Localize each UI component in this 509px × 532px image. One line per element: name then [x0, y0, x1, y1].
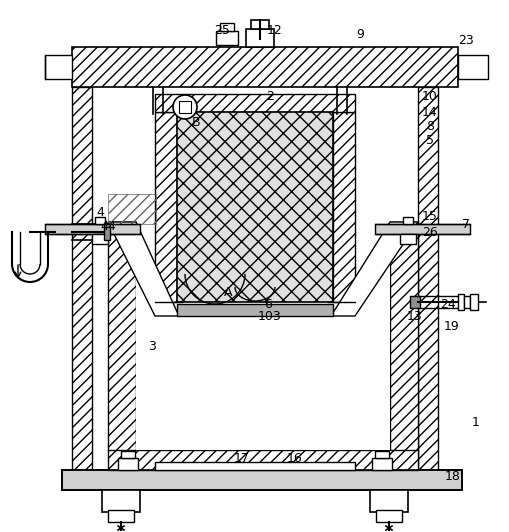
Text: 12: 12: [267, 23, 282, 37]
Bar: [62, 470, 461, 490]
Bar: [463, 296, 469, 308]
Text: 18: 18: [444, 470, 460, 483]
Text: 8: 8: [425, 120, 433, 132]
Bar: [371, 458, 391, 470]
Bar: [216, 31, 238, 45]
Text: 4: 4: [96, 205, 104, 219]
Bar: [219, 23, 234, 31]
Text: 15: 15: [421, 211, 437, 223]
Text: 44: 44: [100, 220, 116, 234]
Bar: [177, 112, 332, 302]
Bar: [457, 294, 463, 310]
Bar: [389, 222, 417, 451]
Text: 2: 2: [266, 90, 273, 104]
Text: B: B: [191, 115, 200, 129]
Bar: [177, 304, 332, 316]
Circle shape: [173, 95, 196, 119]
Bar: [104, 224, 110, 240]
Bar: [121, 451, 135, 458]
Text: 23: 23: [457, 34, 473, 46]
Bar: [155, 462, 354, 470]
Bar: [409, 296, 419, 308]
Bar: [155, 112, 177, 302]
Bar: [72, 47, 457, 87]
Bar: [369, 490, 407, 512]
Bar: [389, 222, 417, 234]
Bar: [250, 20, 268, 29]
Bar: [45, 55, 72, 79]
Text: 5: 5: [425, 134, 433, 146]
Polygon shape: [330, 222, 417, 316]
Text: 6: 6: [264, 297, 271, 311]
Bar: [108, 222, 136, 234]
Bar: [155, 94, 354, 112]
Text: 3: 3: [148, 340, 156, 353]
Bar: [45, 224, 140, 234]
Bar: [417, 87, 437, 470]
Text: 17: 17: [234, 453, 249, 466]
Bar: [374, 224, 469, 234]
Bar: [92, 234, 108, 244]
Text: 26: 26: [421, 226, 437, 238]
Text: 16: 16: [287, 453, 302, 466]
Bar: [402, 217, 412, 224]
Bar: [374, 451, 388, 458]
Bar: [245, 29, 273, 47]
Bar: [108, 450, 417, 470]
Text: 25: 25: [214, 23, 230, 37]
Text: 7: 7: [461, 218, 469, 230]
Text: A: A: [223, 286, 232, 298]
Bar: [108, 222, 136, 451]
Bar: [95, 217, 105, 224]
Text: 9: 9: [355, 29, 363, 41]
Bar: [332, 112, 354, 302]
Bar: [457, 55, 487, 79]
Bar: [118, 458, 138, 470]
Bar: [375, 510, 401, 522]
Text: 19: 19: [443, 320, 459, 334]
Bar: [102, 490, 140, 512]
Text: 14: 14: [421, 105, 437, 119]
Text: 103: 103: [258, 311, 281, 323]
Text: 24: 24: [439, 297, 455, 311]
Polygon shape: [108, 222, 179, 316]
Bar: [72, 87, 92, 470]
Text: 10: 10: [421, 90, 437, 104]
Bar: [179, 101, 191, 113]
Bar: [108, 194, 156, 224]
Bar: [399, 234, 415, 244]
Bar: [62, 470, 461, 490]
Bar: [108, 510, 134, 522]
Text: 13: 13: [406, 311, 422, 323]
Text: 1: 1: [471, 415, 479, 428]
Bar: [469, 294, 477, 310]
Bar: [136, 222, 389, 450]
